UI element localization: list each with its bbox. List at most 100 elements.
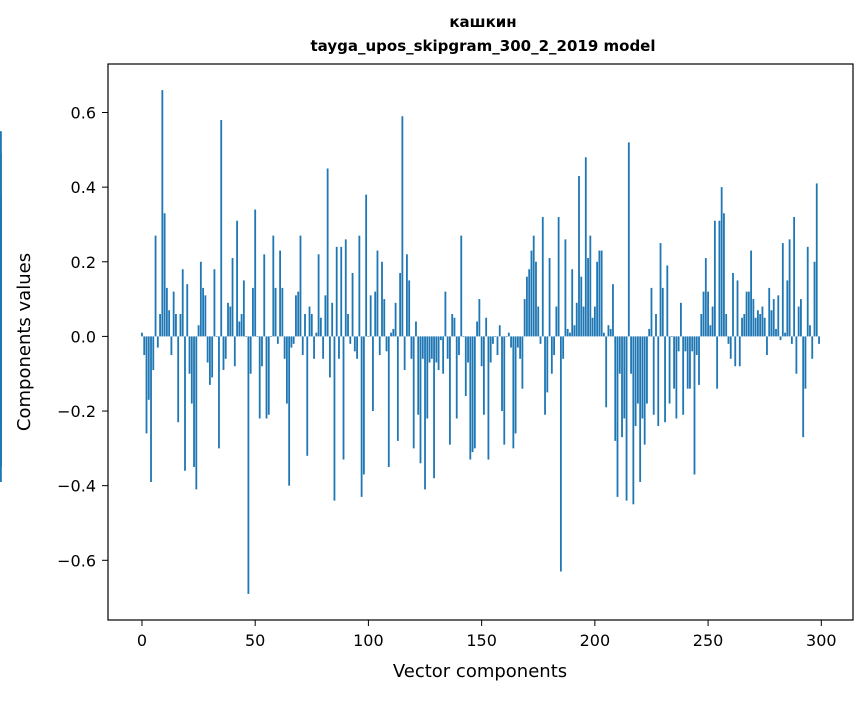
bar <box>562 336 565 359</box>
bar <box>754 317 757 337</box>
bar <box>535 261 537 337</box>
bar <box>700 314 703 337</box>
bar <box>766 336 768 356</box>
bar <box>704 258 707 337</box>
bar <box>566 328 569 337</box>
bar <box>492 336 494 344</box>
bar <box>163 213 166 337</box>
bar <box>188 336 191 374</box>
bar <box>351 272 354 337</box>
x-tick-label: 150 <box>466 631 497 650</box>
bar <box>326 168 329 337</box>
x-tick-label: 50 <box>245 631 265 650</box>
bar <box>795 336 798 374</box>
bar <box>143 336 146 356</box>
bar <box>677 336 680 352</box>
bar <box>763 317 766 337</box>
bar <box>523 299 526 337</box>
bar <box>777 295 780 337</box>
bar <box>546 336 549 393</box>
bar <box>213 269 216 337</box>
bar <box>254 209 257 337</box>
bar <box>329 336 331 378</box>
bar <box>573 325 576 337</box>
bar <box>299 235 302 337</box>
bar <box>238 321 241 337</box>
bar <box>408 280 411 337</box>
bar <box>147 336 150 400</box>
bar <box>469 336 472 460</box>
bar <box>648 328 651 337</box>
bar <box>526 276 528 337</box>
bar <box>224 336 227 359</box>
bar <box>809 325 811 337</box>
bars-group <box>0 90 820 594</box>
bar <box>362 336 365 475</box>
y-tick-label: −0.4 <box>57 477 96 496</box>
bar <box>430 336 433 359</box>
bar <box>532 235 535 337</box>
bar <box>501 336 503 412</box>
bar <box>698 336 700 385</box>
bar <box>686 336 689 389</box>
bar <box>539 336 542 344</box>
bar <box>417 336 420 415</box>
bar <box>281 287 284 337</box>
bar <box>301 336 304 356</box>
bar <box>283 336 286 359</box>
bar <box>695 336 698 356</box>
bar <box>623 336 626 419</box>
bar <box>646 336 648 404</box>
bar <box>245 336 248 337</box>
bar <box>806 246 809 337</box>
bar <box>811 336 814 359</box>
bar <box>0 336 2 404</box>
bar <box>675 336 678 419</box>
bar <box>265 336 268 419</box>
bar <box>206 336 209 363</box>
bar <box>650 287 653 337</box>
bar <box>781 243 784 337</box>
bar <box>734 336 737 367</box>
bar <box>473 336 476 449</box>
bar <box>344 239 347 337</box>
bar <box>784 332 786 337</box>
x-axis-ticks: 0 50 100 150 200 250 300 <box>137 620 837 650</box>
bar <box>621 336 623 438</box>
bar <box>541 216 544 337</box>
bar <box>222 336 225 370</box>
bar <box>297 291 300 337</box>
bar <box>507 332 510 337</box>
bar <box>569 332 571 337</box>
bar <box>433 336 435 479</box>
bar <box>743 314 746 337</box>
bar <box>750 250 752 337</box>
bar <box>208 336 211 385</box>
bar <box>512 336 515 449</box>
bar <box>333 336 336 501</box>
bar <box>396 336 399 441</box>
bar <box>419 336 422 464</box>
bar <box>279 250 281 337</box>
bar <box>682 336 685 415</box>
bar <box>317 254 320 337</box>
bar <box>670 336 673 337</box>
bar <box>797 306 800 337</box>
bar <box>141 332 143 337</box>
bar <box>390 332 392 337</box>
bar <box>186 284 189 337</box>
bar <box>467 336 469 363</box>
bar <box>813 261 816 337</box>
bar <box>775 328 777 337</box>
bar <box>494 336 497 337</box>
bar <box>240 314 243 337</box>
bar <box>641 336 644 419</box>
bar <box>229 306 232 337</box>
bar <box>612 284 614 337</box>
bar <box>793 216 796 337</box>
bar <box>270 336 272 337</box>
bar <box>741 317 743 337</box>
bar <box>190 336 193 404</box>
bar <box>195 336 198 490</box>
bar <box>353 336 356 352</box>
